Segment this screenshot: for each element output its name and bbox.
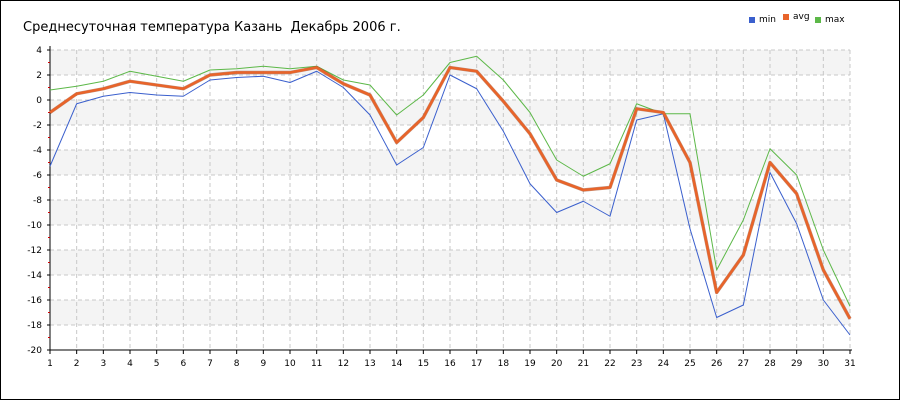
series-line-min <box>49 70 851 336</box>
x-tick-label: 5 <box>154 359 160 369</box>
x-tick-label: 18 <box>498 359 510 369</box>
y-tick-label: -10 <box>27 221 42 231</box>
x-tick-label: 9 <box>260 359 266 369</box>
x-tick-label: 22 <box>604 359 615 369</box>
series-line-avg <box>49 66 852 320</box>
x-tick-label: 10 <box>284 359 296 369</box>
x-tick-label: 3 <box>100 359 106 369</box>
x-tick-label: 11 <box>311 359 322 369</box>
x-tick-label: 24 <box>658 359 670 369</box>
chart-title: Среднесуточная температура Казань Декабр… <box>23 20 401 35</box>
x-tick-label: 21 <box>578 359 589 369</box>
y-tick-label: -12 <box>27 246 42 256</box>
y-tick-label: -18 <box>27 321 42 331</box>
x-tick-label: 23 <box>631 359 642 369</box>
x-tick-label: 19 <box>524 359 536 369</box>
x-tick-label: 16 <box>444 359 456 369</box>
y-tick-label: -8 <box>33 196 42 206</box>
legend-item-max: max <box>815 15 845 25</box>
y-tick-label: -6 <box>33 171 42 181</box>
x-tick-label: 27 <box>738 359 749 369</box>
legend-swatch-max <box>815 16 821 23</box>
y-tick-label: -4 <box>33 146 42 156</box>
legend-label-max: max <box>825 15 845 25</box>
x-tick-label: 12 <box>338 359 349 369</box>
x-tick-label: 25 <box>684 359 695 369</box>
x-tick-label: 4 <box>127 359 133 369</box>
x-tick-label: 31 <box>844 359 855 369</box>
x-tick-label: 28 <box>764 359 776 369</box>
y-tick-label: 2 <box>36 71 42 81</box>
y-tick-label: 0 <box>36 96 42 106</box>
y-tick-label: -16 <box>27 296 42 306</box>
x-tick-label: 20 <box>551 359 563 369</box>
legend-item-min: min <box>749 15 776 25</box>
legend-item-avg: avg <box>783 12 810 22</box>
y-tick-label: 4 <box>36 46 42 56</box>
x-tick-label: 2 <box>74 359 80 369</box>
x-tick-label: 15 <box>418 359 429 369</box>
x-tick-label: 30 <box>818 359 830 369</box>
series-line-max <box>49 55 851 307</box>
legend-swatch-avg <box>783 13 789 20</box>
legend-swatch-min <box>749 16 755 23</box>
x-tick-label: 17 <box>471 359 482 369</box>
x-tick-label: 14 <box>391 359 403 369</box>
x-tick-label: 29 <box>791 359 803 369</box>
legend-label-min: min <box>759 15 776 25</box>
y-tick-label: -2 <box>33 121 42 131</box>
legend-label-avg: avg <box>793 12 810 22</box>
x-tick-label: 1 <box>47 359 53 369</box>
x-tick-label: 7 <box>207 359 213 369</box>
x-tick-label: 8 <box>234 359 240 369</box>
y-tick-label: -20 <box>27 346 42 356</box>
x-tick-label: 26 <box>711 359 723 369</box>
x-tick-label: 6 <box>180 359 186 369</box>
x-tick-label: 13 <box>364 359 375 369</box>
y-tick-label: -14 <box>27 271 42 281</box>
